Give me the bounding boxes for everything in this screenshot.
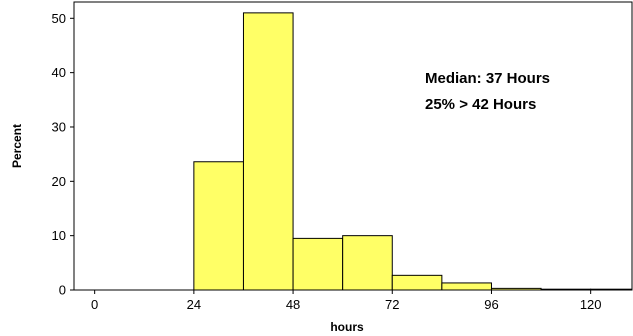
x-axis-ticks: 0 24 48 72 96 120 — [91, 290, 602, 312]
y-tick-label: 0 — [59, 283, 66, 298]
x-tick-label: 72 — [385, 297, 399, 312]
y-tick-label: 10 — [52, 228, 66, 243]
y-axis-label: Percent — [10, 124, 24, 168]
x-tick-label: 24 — [187, 297, 201, 312]
histogram-bar — [391, 274, 443, 291]
x-tick-label: 48 — [286, 297, 300, 312]
y-tick-label: 50 — [52, 11, 66, 26]
x-tick-label: 96 — [484, 297, 498, 312]
y-axis-ticks: 0 10 20 30 40 50 — [52, 11, 74, 298]
y-tick-label: 20 — [52, 174, 66, 189]
bars-group — [193, 12, 633, 291]
histogram-bar — [242, 12, 294, 291]
histogram-bar — [441, 282, 492, 291]
y-tick-label: 30 — [52, 119, 66, 134]
histogram-bar — [342, 235, 393, 291]
x-tick-label: 0 — [91, 297, 98, 312]
histogram-bar — [193, 161, 244, 291]
x-tick-label: 120 — [580, 297, 602, 312]
y-tick-label: 40 — [52, 65, 66, 80]
annotation-median: Median: 37 Hours — [425, 70, 550, 87]
x-axis-label: hours — [330, 320, 364, 334]
annotation-quartile: 25% > 42 Hours — [425, 96, 536, 113]
plot-frame — [73, 1, 633, 291]
histogram-bar — [292, 237, 344, 291]
